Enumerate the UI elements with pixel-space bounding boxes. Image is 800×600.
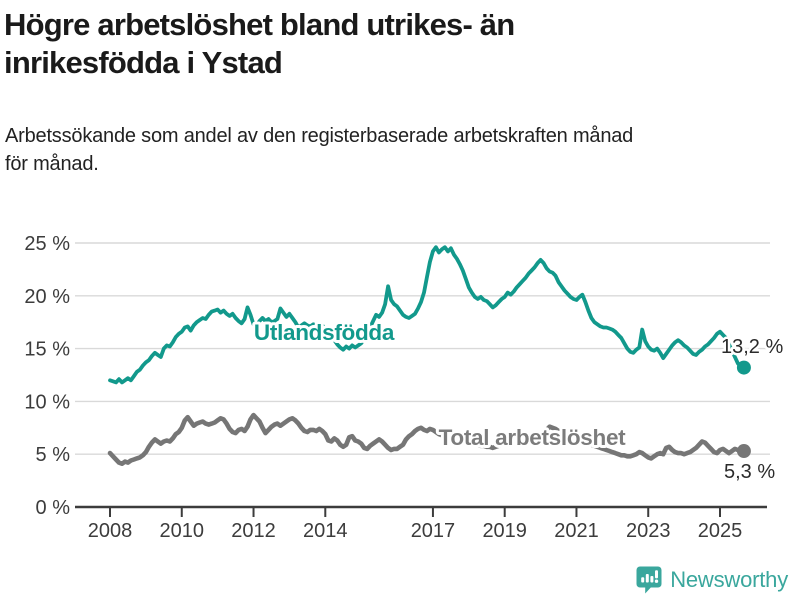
x-axis-label-2025: 2025 <box>698 520 743 542</box>
end-value-label-utlandsfodda: 13,2 % <box>721 336 783 358</box>
x-axis-label-2017: 2017 <box>411 520 456 542</box>
x-axis-label-2021: 2021 <box>554 520 599 542</box>
y-axis-label-0: 0 % <box>36 497 71 519</box>
x-axis-label-2019: 2019 <box>482 520 527 542</box>
y-axis-label-25: 25 % <box>24 233 70 255</box>
bar-chart-speech-bubble-icon <box>636 566 662 594</box>
series-end-dot-utlandsfodda <box>736 360 751 375</box>
x-axis-label-2014: 2014 <box>303 520 348 542</box>
x-axis-label-2010: 2010 <box>160 520 205 542</box>
y-axis-label-10: 10 % <box>24 391 70 413</box>
end-value-label-total: 5,3 % <box>724 461 775 483</box>
x-axis-label-2023: 2023 <box>626 520 671 542</box>
page-title-line2: inrikesfödda i Ystad <box>4 45 283 80</box>
page-title: Högre arbetslöshet bland utrikes- än inr… <box>4 6 515 82</box>
x-axis-label-2008: 2008 <box>88 520 133 542</box>
newsworthy-logo: Newsworthy <box>635 565 788 594</box>
series-label-total: Total arbetslöshet <box>439 425 627 450</box>
page-title-line1: Högre arbetslöshet bland utrikes- än <box>4 7 515 42</box>
x-axis-label-2012: 2012 <box>231 520 276 542</box>
y-axis-label-5: 5 % <box>36 444 71 466</box>
series-line-utlandsfodda <box>108 245 746 385</box>
series-label-utlandsfodda: Utlandsfödda <box>254 320 395 345</box>
page-subtitle-line1: Arbetssökande som andel av den registerb… <box>5 125 634 147</box>
newsworthy-brand-text: Newsworthy <box>670 566 788 592</box>
page-subtitle: Arbetssökande som andel av den registerb… <box>5 122 633 178</box>
series-line-total <box>107 412 747 467</box>
y-axis-label-20: 20 % <box>24 286 70 308</box>
y-axis-label-15: 15 % <box>24 339 70 361</box>
page-subtitle-line2: för månad. <box>5 153 99 175</box>
series-end-dot-total <box>736 444 751 459</box>
